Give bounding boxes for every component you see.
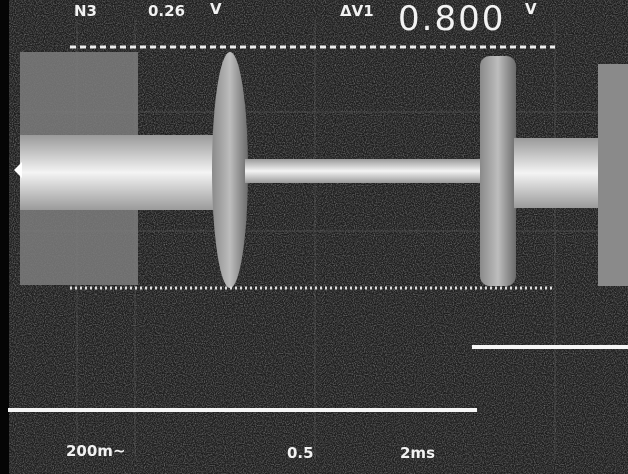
bezel (0, 0, 9, 474)
delta-label: ΔV1 (340, 2, 374, 20)
channel-unit: V (210, 0, 222, 18)
time-per-div: 2ms (400, 444, 435, 462)
volts-per-div: 200m~ (66, 442, 126, 460)
delta-unit: V (525, 0, 537, 18)
channel-label: N3 (74, 2, 97, 20)
waveform-envelope (14, 52, 628, 288)
channel-value: 0.26 (148, 2, 185, 20)
delta-value: 0.800 (398, 0, 505, 39)
position: 0.5 (287, 444, 314, 462)
